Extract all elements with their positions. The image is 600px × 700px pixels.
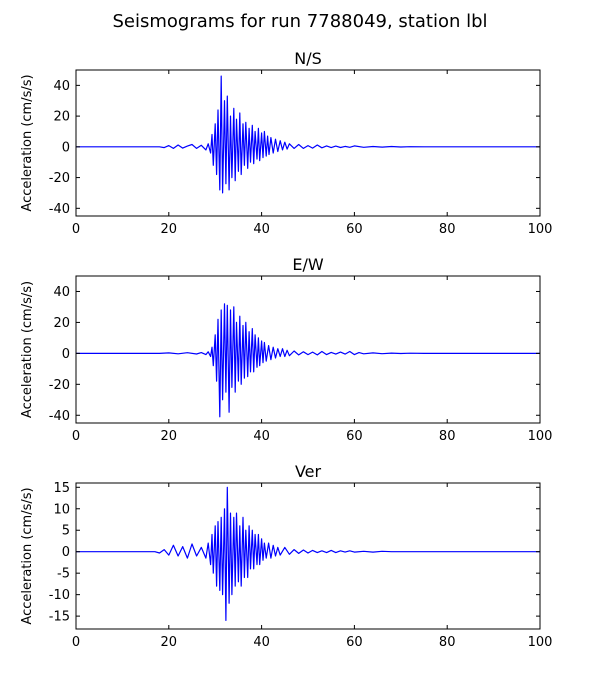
panel-ver: 0 20 40 60 80 100 -15 -10 -5 0 5 10 15 Ver Acceleratio… bbox=[20, 462, 552, 650]
x-tick-label: 100 bbox=[528, 635, 553, 650]
y-tick-label: 40 bbox=[53, 79, 70, 94]
x-tick-label: 0 bbox=[72, 429, 80, 444]
x-tick-label: 60 bbox=[346, 222, 363, 237]
y-tick-label: 10 bbox=[53, 502, 70, 517]
y-tick-label: 0 bbox=[62, 347, 70, 362]
x-tick-label: 80 bbox=[439, 429, 456, 444]
y-tick-label: 0 bbox=[62, 140, 70, 155]
panel-title-ns: N/S bbox=[294, 49, 322, 68]
y-tick-label: 20 bbox=[53, 110, 70, 125]
plot-frame-ver bbox=[75, 482, 541, 630]
y-tick-label: 15 bbox=[53, 481, 70, 496]
x-tick-label: 80 bbox=[439, 635, 456, 650]
panel-title-ver: Ver bbox=[295, 462, 322, 481]
y-tick-label: 20 bbox=[53, 316, 70, 331]
y-axis-label-ns: Acceleration (cm/s/s) bbox=[20, 74, 35, 211]
x-tick-label: 20 bbox=[161, 429, 178, 444]
x-tick-label: 80 bbox=[439, 222, 456, 237]
y-tick-label: -20 bbox=[49, 171, 70, 186]
figure-title: Seismograms for run 7788049, station lbl bbox=[112, 11, 488, 32]
y-tick-label: -40 bbox=[49, 202, 70, 217]
x-tick-label: 100 bbox=[528, 429, 553, 444]
y-tick-label: -20 bbox=[49, 378, 70, 393]
x-tick-label: 0 bbox=[72, 222, 80, 237]
y-axis-label-ver: Acceleration (cm/s/s) bbox=[20, 487, 35, 624]
y-tick-label: 0 bbox=[62, 545, 70, 560]
y-tick-label: -40 bbox=[49, 409, 70, 424]
x-tick-label: 40 bbox=[253, 222, 270, 237]
x-tick-label: 0 bbox=[72, 635, 80, 650]
plot-frame-ns bbox=[75, 69, 541, 217]
series-line-ver bbox=[76, 486, 540, 621]
y-tick-label: -15 bbox=[49, 610, 70, 625]
panel-ew: 0 20 40 60 80 100 -40 -20 0 20 40 E/W Acceleration (… bbox=[20, 255, 552, 444]
x-tick-label: 60 bbox=[346, 635, 363, 650]
x-tick-label: 20 bbox=[161, 635, 178, 650]
x-tick-label: 20 bbox=[161, 222, 178, 237]
y-tick-label: -10 bbox=[49, 588, 70, 603]
plot-frame-ew bbox=[75, 275, 541, 424]
x-tick-label: 40 bbox=[253, 635, 270, 650]
x-tick-label: 40 bbox=[253, 429, 270, 444]
panel-title-ew: E/W bbox=[292, 255, 324, 274]
x-tick-label: 100 bbox=[528, 222, 553, 237]
y-tick-label: 40 bbox=[53, 285, 70, 300]
y-tick-label: 5 bbox=[62, 524, 70, 539]
series-line-ew bbox=[76, 303, 540, 418]
y-tick-label: -5 bbox=[57, 567, 70, 582]
series-line-ns bbox=[76, 75, 540, 194]
y-axis-label-ew: Acceleration (cm/s/s) bbox=[20, 281, 35, 418]
x-tick-label: 60 bbox=[346, 429, 363, 444]
panel-ns: 0 20 40 60 80 100 -40 -20 0 20 40 N/S Acceleration (… bbox=[20, 49, 552, 237]
